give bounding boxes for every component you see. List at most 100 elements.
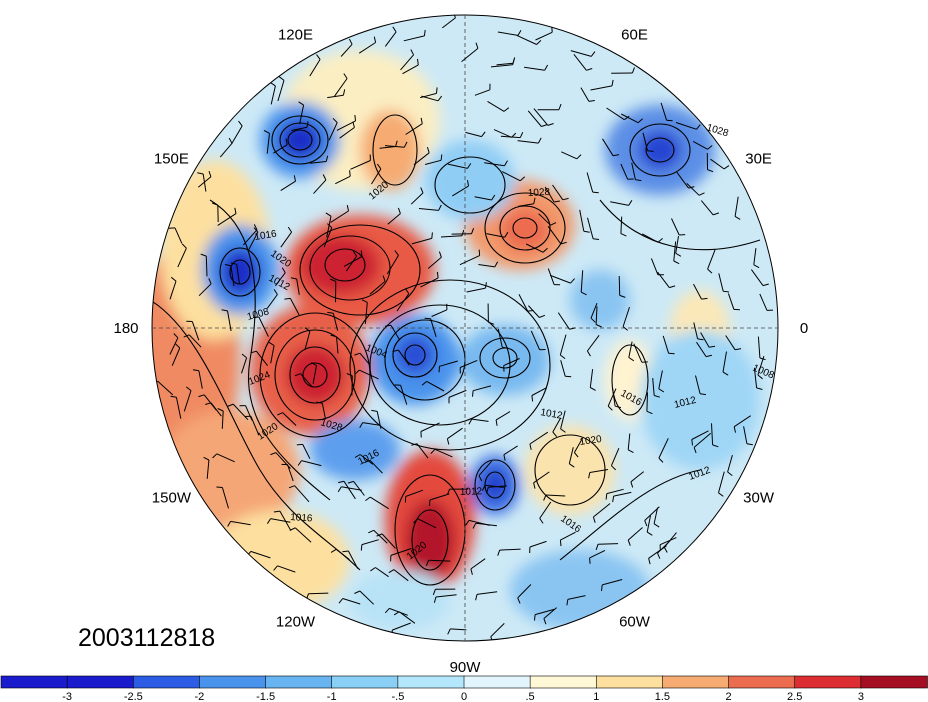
- wind-barb: [700, 200, 714, 216]
- wind-barb-flag: [550, 222, 557, 226]
- wind-barb-flag: [200, 253, 207, 257]
- wind-barb: [470, 558, 486, 570]
- wind-barb-flag: [385, 324, 392, 327]
- colorbar-tick-label: 1.5: [655, 691, 670, 702]
- wind-barb: [400, 54, 414, 71]
- wind-barb-flag: [397, 207, 401, 214]
- wind-barb-flag: [354, 352, 361, 356]
- wind-barb-flag: [619, 294, 626, 298]
- longitude-label: 60W: [619, 614, 651, 631]
- wind-barb-flag: [569, 327, 576, 330]
- wind-barb-flag: [533, 482, 536, 489]
- date-stamp: 2003112818: [78, 624, 215, 652]
- wind-barb-flag: [322, 174, 327, 181]
- wind-barb: [448, 389, 467, 398]
- wind-barb: [517, 584, 532, 599]
- wind-barb-flag: [592, 516, 596, 523]
- isobar-label: 1020: [579, 434, 603, 448]
- wind-barb-flag: [376, 533, 383, 537]
- wind-barb: [221, 487, 229, 509]
- wind-barb-flag: [746, 443, 753, 446]
- wind-barb-flag: [590, 317, 596, 323]
- wind-barb-flag: [481, 485, 486, 491]
- wind-barb: [658, 438, 669, 459]
- wind-barb-flag: [330, 278, 336, 282]
- longitude-label: 120E: [278, 26, 313, 43]
- wind-barbs: [152, 15, 774, 641]
- wind-barb-flag: [734, 215, 741, 220]
- wind-barb: [722, 351, 727, 373]
- wind-barb-flag: [227, 403, 234, 407]
- wind-barb: [557, 312, 570, 330]
- colorbar-tick-label: -3: [62, 691, 72, 702]
- wind-barb: [570, 50, 592, 57]
- wind-barb: [468, 519, 491, 526]
- wind-barb: [710, 158, 725, 170]
- wind-barb-flag: [657, 553, 661, 559]
- wind-barb-flag: [718, 492, 724, 497]
- wind-barb-flag: [181, 243, 187, 249]
- wind-barb: [335, 548, 350, 560]
- wind-barb-flag: [536, 40, 542, 45]
- wind-barb-flag: [504, 231, 509, 238]
- wind-barb-flag: [270, 82, 276, 87]
- wind-barb: [544, 186, 555, 203]
- wind-barb: [499, 548, 521, 551]
- wind-barb: [693, 432, 712, 448]
- wind-barb: [590, 85, 613, 91]
- wind-barb: [734, 196, 739, 217]
- wind-barb: [420, 277, 439, 288]
- wind-barb-flag: [735, 348, 742, 351]
- wind-barb-flag: [425, 560, 430, 566]
- wind-barb-flag: [376, 163, 382, 170]
- wind-barb-flag: [637, 118, 643, 124]
- wind-barb: [478, 264, 495, 268]
- wind-barb-flag: [227, 521, 232, 527]
- wind-barb-flag: [241, 353, 247, 359]
- wind-barb-flag: [605, 493, 608, 500]
- wind-barb-flag: [565, 375, 572, 378]
- wind-barb: [743, 426, 748, 444]
- wind-barb-flag: [325, 212, 332, 217]
- wind-barb: [157, 380, 174, 396]
- wind-barb: [364, 302, 368, 324]
- wind-barb: [358, 369, 379, 380]
- wind-barb: [641, 233, 659, 243]
- wind-barb-flag: [297, 460, 302, 466]
- wind-barb: [757, 356, 765, 376]
- wind-barb: [206, 459, 210, 479]
- wind-barb: [550, 274, 571, 284]
- wind-barb-flag: [285, 138, 288, 145]
- wind-barb: [459, 255, 480, 266]
- wind-barb: [529, 540, 547, 548]
- wind-barb: [175, 397, 182, 419]
- wind-barb: [486, 233, 505, 238]
- wind-barb: [429, 493, 450, 501]
- wind-barb-flag: [669, 285, 676, 289]
- wind-barb: [590, 303, 598, 319]
- wind-barb-flag: [537, 137, 542, 144]
- wind-barb-flag: [675, 252, 682, 257]
- wind-barb-flag: [559, 354, 566, 360]
- wind-barb-flag: [762, 283, 769, 287]
- wind-barb-flag: [654, 395, 661, 398]
- wind-barb-flag: [486, 487, 489, 494]
- wind-barb-flag: [478, 475, 483, 482]
- anomaly-shading: [152, 15, 778, 641]
- wind-barb-flag: [371, 409, 378, 412]
- longitude-label: 150W: [152, 490, 192, 507]
- colorbar-swatch: [794, 675, 862, 689]
- wind-barb: [595, 306, 598, 325]
- isobar-label: 1012: [539, 407, 563, 422]
- wind-barb-flag: [595, 324, 602, 328]
- wind-barb: [461, 48, 479, 62]
- wind-barb: [753, 367, 758, 388]
- wind-barb-flag: [574, 452, 579, 458]
- wind-barb-flag: [365, 496, 371, 502]
- wind-barb-flag: [423, 29, 426, 36]
- wind-barb: [757, 336, 761, 359]
- wind-barb-flag: [217, 408, 224, 412]
- wind-barb: [216, 453, 235, 463]
- wind-barb: [350, 160, 371, 170]
- wind-barb: [275, 452, 291, 469]
